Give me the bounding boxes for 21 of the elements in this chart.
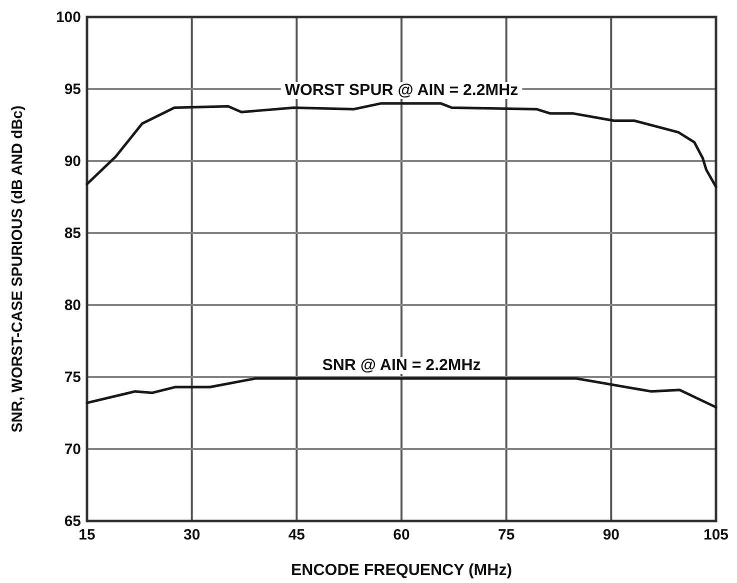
y-tick-label: 75 [64, 368, 81, 386]
y-axis-title: SNR, WORST-CASE SPURIOUS (dB AND dBc) [9, 106, 26, 432]
y-tick-label: 85 [64, 224, 81, 242]
x-tick-label: 75 [498, 526, 515, 544]
y-tick-label: 65 [64, 512, 81, 530]
x-tick-label: 30 [183, 526, 200, 544]
y-tick-label: 100 [56, 8, 81, 26]
x-tick-label: 45 [288, 526, 306, 544]
y-tick-label: 95 [64, 80, 81, 98]
x-tick-label: 15 [78, 526, 96, 544]
x-axis-title: ENCODE FREQUENCY (MHz) [290, 562, 512, 579]
y-tick-label: 80 [64, 296, 81, 314]
x-tick-label: 60 [393, 526, 410, 544]
x-tick-label: 105 [703, 526, 729, 544]
y-tick-label: 70 [64, 440, 81, 458]
line-series [86, 377, 718, 409]
x-tick-label: 90 [602, 526, 620, 544]
y-tick-label: 90 [64, 152, 81, 170]
series-label: SNR @ AIN = 2.2MHz [322, 357, 481, 374]
line-series [86, 102, 718, 188]
series-label: WORST SPUR @ AIN = 2.2MHz [284, 82, 518, 99]
